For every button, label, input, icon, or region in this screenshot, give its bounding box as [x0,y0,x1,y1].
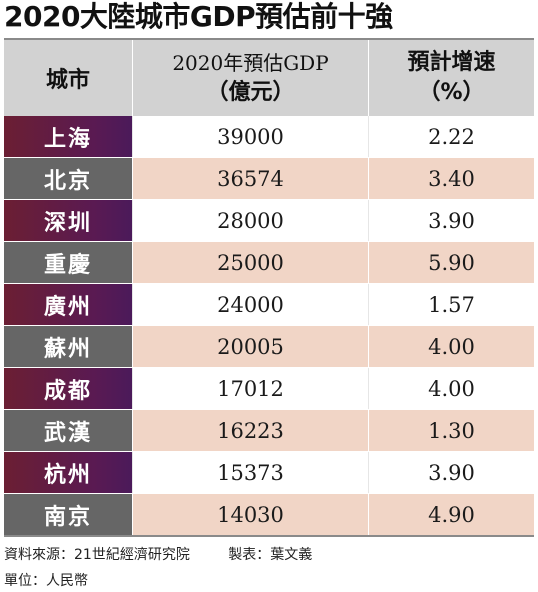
city-cell: 杭州 [4,452,132,493]
header-gdp: 2020年預估GDP （億元） [132,40,368,116]
header-growth-line2: （%） [418,80,485,105]
chart-title: 2020大陸城市GDP預估前十強 [4,0,393,33]
gdp-cell: 16223 [132,410,368,451]
gdp-cell: 17012 [132,368,368,409]
city-cell: 武漢 [4,410,132,451]
growth-cell: 5.90 [368,242,534,283]
table-header-row: 城市 2020年預估GDP （億元） 預計增速 （%） [4,40,534,116]
source-text: 資料來源：21世紀經濟研究院 [4,547,190,563]
header-gdp-line1: 2020年預估GDP [172,51,329,75]
header-city: 城市 [45,68,90,93]
table-row: 成都 17012 4.00 [4,367,534,409]
header-growth-line1: 預計增速 [407,50,496,75]
gdp-cell: 20005 [132,326,368,367]
table-row: 杭州 15373 3.90 [4,451,534,493]
gdp-cell: 39000 [132,116,368,157]
growth-cell: 1.57 [368,284,534,325]
city-cell: 深圳 [4,200,132,241]
gdp-cell: 24000 [132,284,368,325]
city-cell: 上海 [4,116,132,157]
city-cell: 蘇州 [4,326,132,367]
gdp-cell: 28000 [132,200,368,241]
growth-cell: 4.00 [368,368,534,409]
city-cell: 南京 [4,494,132,535]
gdp-cell: 25000 [132,242,368,283]
unit-note: 單位：人民幣 [4,573,88,589]
table-row: 廣州 24000 1.57 [4,283,534,325]
table-row: 蘇州 20005 4.00 [4,325,534,367]
table-row: 上海 39000 2.22 [4,116,534,157]
growth-cell: 4.00 [368,326,534,367]
growth-cell: 2.22 [368,116,534,157]
gdp-cell: 36574 [132,158,368,199]
table-row: 北京 36574 3.40 [4,157,534,199]
table-row: 武漢 16223 1.30 [4,409,534,451]
table-row: 深圳 28000 3.90 [4,199,534,241]
maker-text: 製表：葉文義 [228,547,313,563]
header-growth: 預計增速 （%） [368,40,534,116]
gdp-table: 城市 2020年預估GDP （億元） 預計增速 （%） 上海 39000 2.22 北… [4,38,534,537]
header-gdp-line2: （億元） [206,80,295,105]
city-cell: 重慶 [4,242,132,283]
growth-cell: 3.90 [368,452,534,493]
table-row: 南京 14030 4.90 [4,493,534,535]
gdp-cell: 15373 [132,452,368,493]
growth-cell: 3.90 [368,200,534,241]
city-cell: 成都 [4,368,132,409]
growth-cell: 1.30 [368,410,534,451]
source-note: 資料來源：21世紀經濟研究院 製表：葉文義 [4,544,312,564]
growth-cell: 3.40 [368,158,534,199]
city-cell: 北京 [4,158,132,199]
gdp-cell: 14030 [132,494,368,535]
city-cell: 廣州 [4,284,132,325]
table-body: 上海 39000 2.22 北京 36574 3.40 深圳 28000 3.90 重慶 25000… [4,116,534,535]
growth-cell: 4.90 [368,494,534,535]
table-row: 重慶 25000 5.90 [4,241,534,283]
